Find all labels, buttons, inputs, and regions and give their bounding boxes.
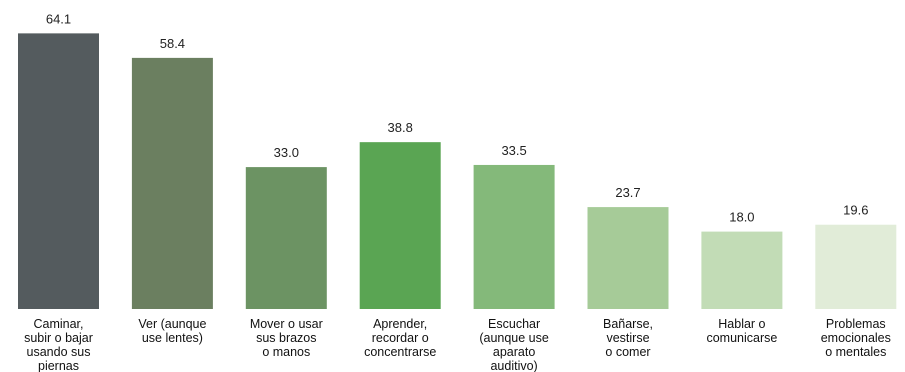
category-label-line: Bañarse,: [603, 317, 653, 331]
category-label-line: Escuchar: [488, 317, 540, 331]
category-label-3: Mover o usar sus brazos o manos: [250, 317, 323, 359]
value-label-1: 64.1: [46, 11, 71, 26]
bars-group: [18, 33, 897, 310]
category-label-line: auditivo): [490, 359, 537, 372]
value-label-3: 33.0: [274, 145, 299, 160]
value-label-6: 23.7: [615, 185, 640, 200]
category-label-4: Aprender, recordar o concentrarse: [364, 317, 436, 359]
bar-3: [245, 167, 327, 309]
bar-1: [18, 33, 99, 310]
category-label-line: o mentales: [825, 345, 886, 359]
category-labels-group: Caminar, subir o bajar usando sus piernas Ve…: [24, 317, 891, 372]
category-label-line: emocionales: [821, 331, 891, 345]
category-label-line: Caminar,: [33, 317, 83, 331]
category-label-line: vestirse: [606, 331, 649, 345]
value-label-7: 18.0: [729, 210, 754, 225]
category-label-line: usando sus: [27, 345, 91, 359]
category-label-8: Problemas emocionales o mentales: [821, 317, 891, 359]
bar-7: [701, 231, 783, 309]
category-label-line: o comer: [605, 345, 650, 359]
category-label-line: aparato: [493, 345, 535, 359]
category-label-line: concentrarse: [364, 345, 436, 359]
category-label-line: sus brazos: [256, 331, 316, 345]
bar-8: [815, 224, 897, 309]
category-label-line: Hablar o: [718, 317, 765, 331]
value-label-4: 38.8: [388, 120, 413, 135]
value-label-2: 58.4: [160, 36, 185, 51]
bar-5: [473, 164, 555, 309]
category-label-7: Hablar o comunicarse: [706, 317, 777, 345]
category-label-line: (aunque use: [479, 331, 549, 345]
category-label-line: Aprender,: [373, 317, 427, 331]
category-label-line: use lentes): [142, 331, 203, 345]
category-label-5: Escuchar (aunque use aparato auditivo): [479, 317, 549, 372]
category-label-line: piernas: [38, 359, 79, 372]
category-label-line: recordar o: [372, 331, 429, 345]
value-label-8: 19.6: [843, 203, 868, 218]
value-labels-group: 64.1 58.4 33.0 38.8 33.5 23.7 18.0 19.6: [46, 11, 869, 224]
category-label-line: Problemas: [826, 317, 886, 331]
value-label-5: 33.5: [501, 143, 526, 158]
category-label-line: subir o bajar: [24, 331, 93, 345]
bar-4: [359, 142, 441, 309]
bar-6: [587, 207, 669, 309]
category-label-line: Ver (aunque: [138, 317, 206, 331]
category-label-2: Ver (aunque use lentes): [138, 317, 206, 345]
bar-2: [131, 57, 213, 309]
category-label-line: Mover o usar: [250, 317, 323, 331]
category-label-6: Bañarse, vestirse o comer: [603, 317, 653, 359]
category-label-line: o manos: [262, 345, 310, 359]
category-label-1: Caminar, subir o bajar usando sus piernas: [24, 317, 93, 372]
category-label-line: comunicarse: [706, 331, 777, 345]
